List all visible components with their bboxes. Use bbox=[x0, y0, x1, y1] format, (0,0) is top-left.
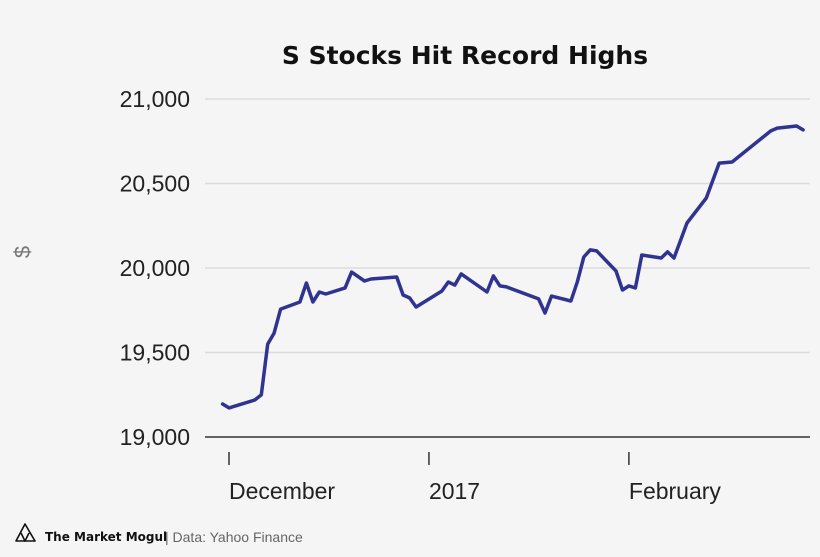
y-axis-label: $ bbox=[10, 246, 35, 258]
y-tick-label: 21,000 bbox=[120, 86, 190, 112]
y-tick-label: 20,000 bbox=[120, 255, 190, 281]
footer: The Market Mogul | Data: Yahoo Finance bbox=[15, 523, 303, 545]
data-source: | Data: Yahoo Finance bbox=[165, 529, 303, 545]
series-line bbox=[220, 124, 805, 410]
brand-name: The Market Mogul bbox=[45, 530, 167, 544]
x-tick-label: February bbox=[629, 478, 722, 504]
x-tick-label: 2017 bbox=[429, 478, 480, 504]
x-tick-label: December bbox=[229, 478, 335, 504]
y-tick-label: 19,500 bbox=[120, 340, 190, 366]
y-tick-label: 20,500 bbox=[120, 171, 190, 197]
chart-title: S Stocks Hit Record Highs bbox=[282, 41, 648, 70]
y-tick-label: 19,000 bbox=[120, 424, 190, 450]
market-mogul-logo-icon bbox=[15, 523, 36, 542]
